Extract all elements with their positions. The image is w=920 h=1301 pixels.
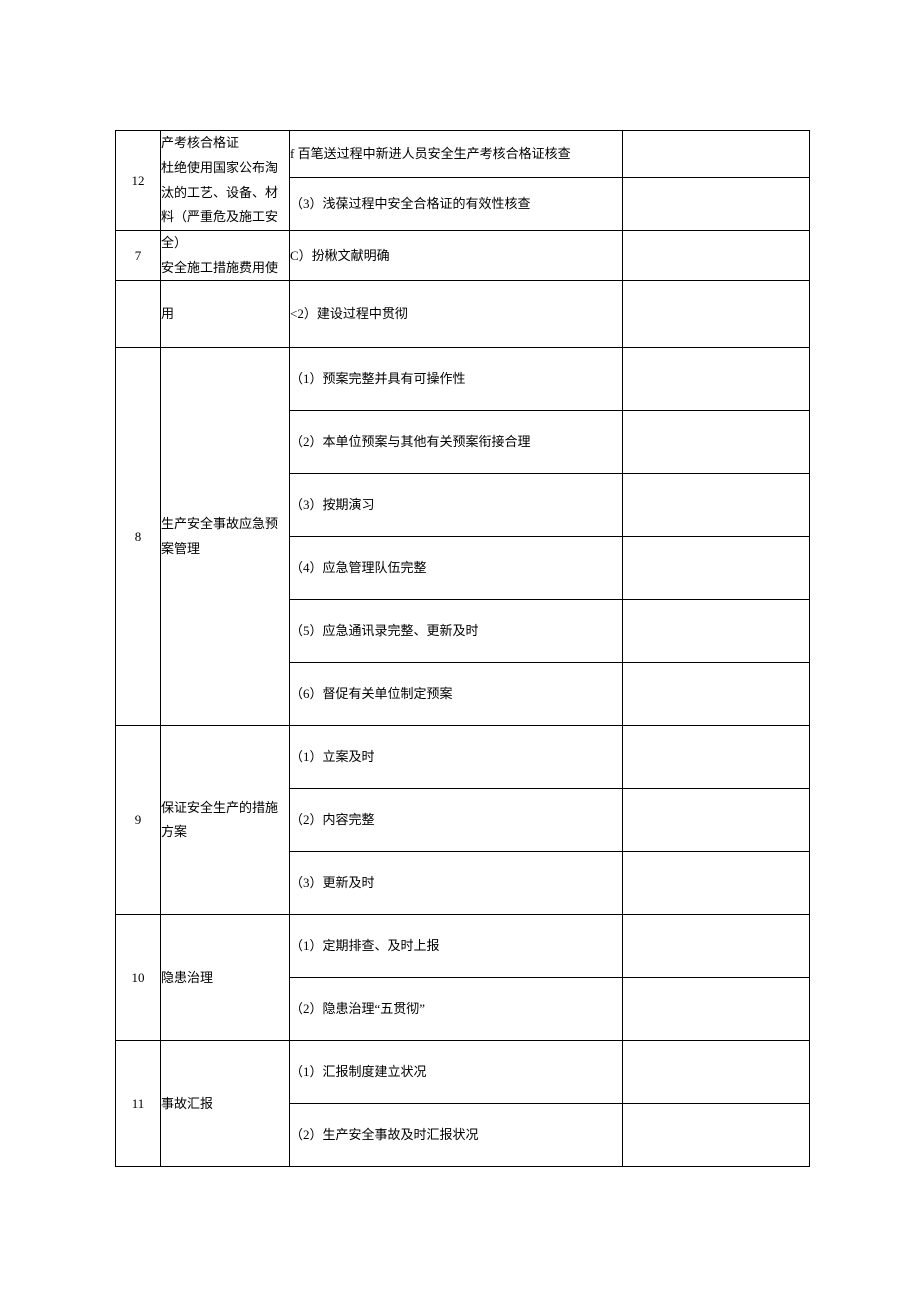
row-extra: [623, 281, 810, 348]
row-item-text: 全）: [161, 235, 187, 250]
row-item: 产考核合格证 杜绝使用国家公布淘汰的工艺、设备、材料（严重危及施工安: [161, 131, 290, 231]
row-item: 隐患治理: [161, 915, 290, 1041]
row-extra: [623, 348, 810, 411]
row-detail: C）扮楸文献明确: [290, 231, 623, 281]
row-extra: [623, 600, 810, 663]
row-num: 10: [116, 915, 161, 1041]
row-item-text: 安全施工措施费用使: [161, 260, 278, 275]
row-detail: （3）浅葆过程中安全合格证的有效性核查: [290, 178, 623, 231]
row-extra: [623, 178, 810, 231]
row-detail: <2）建设过程中贯彻: [290, 281, 623, 348]
row-extra: [623, 852, 810, 915]
row-item: 用: [161, 281, 290, 348]
row-detail: （6）督促有关单位制定预案: [290, 663, 623, 726]
row-detail: （2）内容完整: [290, 789, 623, 852]
row-detail: （3）更新及时: [290, 852, 623, 915]
row-extra: [623, 789, 810, 852]
row-num: 12: [116, 131, 161, 231]
row-item: 全） 安全施工措施费用使: [161, 231, 290, 281]
row-detail: （3）按期演习: [290, 474, 623, 537]
row-num: 7: [116, 231, 161, 281]
row-num: [116, 281, 161, 348]
row-detail: （5）应急通讯录完整、更新及时: [290, 600, 623, 663]
row-detail: （1）汇报制度建立状况: [290, 1041, 623, 1104]
row-detail: （2）本单位预案与其他有关预案衔接合理: [290, 411, 623, 474]
row-detail: （1）预案完整并具有可操作性: [290, 348, 623, 411]
row-item: 事故汇报: [161, 1041, 290, 1167]
row-extra: [623, 131, 810, 178]
row-extra: [623, 1041, 810, 1104]
row-extra: [623, 231, 810, 281]
row-item: 保证安全生产的措施方案: [161, 726, 290, 915]
row-extra: [623, 474, 810, 537]
row-extra: [623, 978, 810, 1041]
row-num: 9: [116, 726, 161, 915]
row-detail: （1）定期排查、及时上报: [290, 915, 623, 978]
row-item: 生产安全事故应急预案管理: [161, 348, 290, 726]
row-extra: [623, 663, 810, 726]
row-num: 8: [116, 348, 161, 726]
row-detail: f 百笔送过程中新进人员安全生产考核合格证核查: [290, 131, 623, 178]
inspection-table: 12 产考核合格证 杜绝使用国家公布淘汰的工艺、设备、材料（严重危及施工安 f …: [115, 130, 810, 1167]
row-detail: （2）生产安全事故及时汇报状况: [290, 1104, 623, 1167]
row-extra: [623, 411, 810, 474]
row-detail: （2）隐患治理“五贯彻”: [290, 978, 623, 1041]
row-detail: （1）立案及时: [290, 726, 623, 789]
row-extra: [623, 915, 810, 978]
row-extra: [623, 1104, 810, 1167]
row-num: 11: [116, 1041, 161, 1167]
row-detail: （4）应急管理队伍完整: [290, 537, 623, 600]
row-extra: [623, 537, 810, 600]
document-page: 12 产考核合格证 杜绝使用国家公布淘汰的工艺、设备、材料（严重危及施工安 f …: [0, 0, 920, 1301]
row-extra: [623, 726, 810, 789]
